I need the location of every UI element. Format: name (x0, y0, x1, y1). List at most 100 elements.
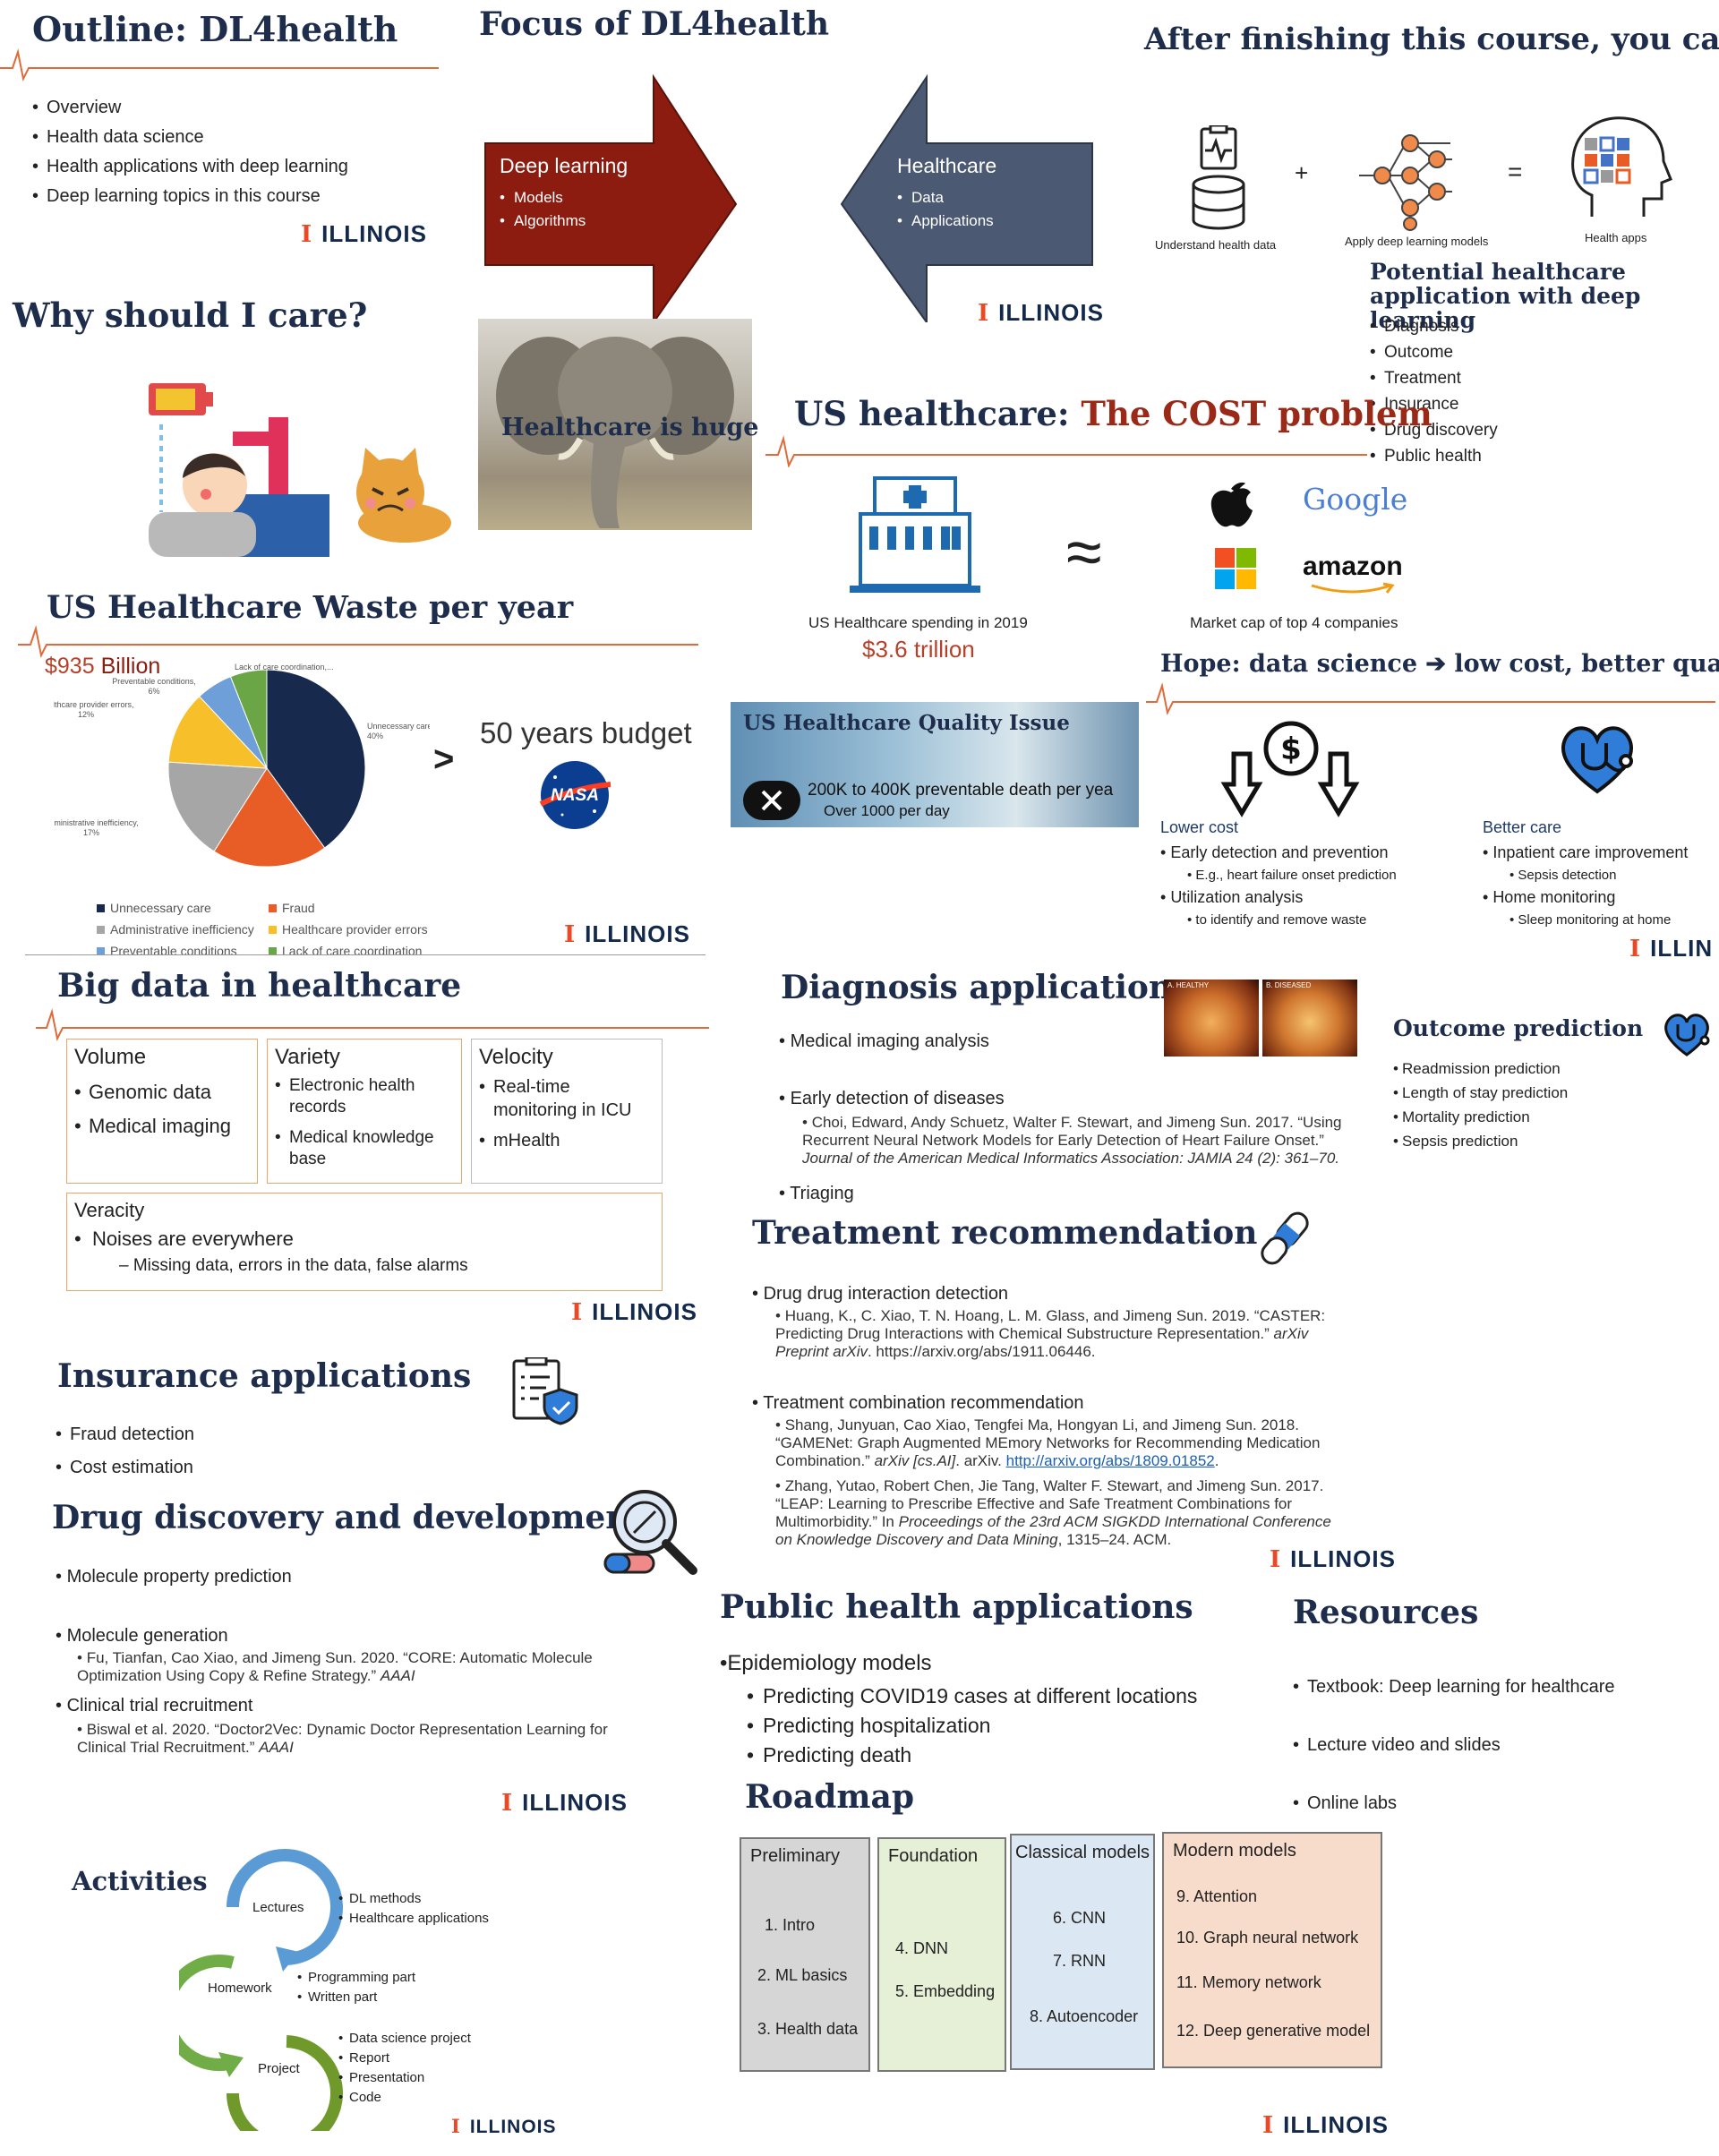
velocity-list: Real-time monitoring in ICU mHealth (479, 1075, 654, 1152)
cost-title-highlight: The COST problem (1081, 394, 1432, 433)
hope-title: Hope: data science ➔ low cost, better qu… (1160, 650, 1719, 678)
outcome-list: Readmission prediction Length of stay pr… (1393, 1057, 1568, 1153)
waste-pie-chart: Unnecessary care,40%Fraud,19%Administrat… (54, 663, 430, 868)
diagnosis-item-text: Medical imaging analysis (790, 1031, 989, 1051)
project-item: Data science project (338, 2029, 471, 2049)
roadmap-item: 4. DNN (895, 1939, 949, 1957)
legend-label: Administrative inefficiency (110, 922, 254, 937)
drug-ref-venue: AAAI (380, 1667, 415, 1684)
lectures-item: Healthcare applications (338, 1909, 489, 1929)
tired-worker-illustration (149, 383, 329, 557)
veracity-sub: – Missing data, errors in the data, fals… (119, 1256, 468, 1275)
illinois-logo: I ILLINOIS (1270, 1545, 1396, 1573)
illinois-logo: I ILLINOIS (451, 2115, 557, 2138)
variety-box: Variety Electronic health records Medica… (267, 1039, 462, 1184)
lower-cost-item-text: Early detection and prevention (1170, 843, 1389, 861)
drug-ref: • Biswal et al. 2020. “Doctor2Vec: Dynam… (77, 1721, 608, 1756)
outline-item: Health applications with deep learning (32, 152, 348, 182)
pulse-line (36, 1008, 709, 1042)
google-logo: Google (1303, 482, 1407, 517)
treatment-ref: • Zhang, Yutao, Robert Chen, Jie Tang, W… (775, 1477, 1331, 1548)
insurance-item: Cost estimation (56, 1451, 194, 1484)
illinois-mark: I (1629, 936, 1642, 962)
pie-slice (266, 669, 366, 849)
better-care-sub-text: Sleep monitoring at home (1518, 912, 1672, 928)
lectures-item: DL methods (338, 1889, 489, 1909)
pulse-line (0, 48, 439, 82)
treatment-ref: • Huang, K., C. Xiao, T. N. Hoang, L. M.… (775, 1307, 1326, 1360)
node-homework: Homework (208, 1981, 272, 1996)
legend-swatch (269, 926, 277, 934)
drug-item-text: Molecule generation (66, 1626, 228, 1646)
deep-learning-arrow (484, 73, 738, 322)
homework-item: Programming part (297, 1968, 415, 1988)
roadmap-column: Classical models 6. CNN 7. RNN 8. Autoen… (1010, 1834, 1155, 2070)
insurance-shield-icon (512, 1357, 578, 1425)
illinois-name: ILLINOIS (585, 920, 690, 947)
project-item: Code (338, 2088, 471, 2108)
apple-logo-icon (1210, 482, 1253, 527)
diagnosis-item: • Early detection of diseases (779, 1089, 1005, 1108)
illinois-name: ILLIN (1650, 935, 1714, 962)
close-icon (743, 781, 800, 820)
legend-item: Fraud (269, 897, 460, 919)
quality-slide: US Healthcare Quality Issue 200K to 400K… (731, 702, 1139, 827)
roadmap-item: 5. Embedding (895, 1982, 996, 2000)
volume-item: Genomic data (74, 1075, 250, 1109)
treatment-ref-venue: Proceedings of the 23rd ACM SIGKDD Inter… (775, 1513, 1331, 1548)
cost-down-icon: $ (1220, 721, 1360, 817)
veracity-head: Veracity (74, 1199, 145, 1221)
roadmap-item: 8. Autoencoder (1030, 2007, 1139, 2025)
roadmap-slide: Roadmap Preliminary 1. Intro 2. ML basic… (716, 1773, 1397, 2156)
illinois-logo: I ILLINOIS (571, 1298, 697, 1326)
waste-slide: US Healthcare Waste per year $935 Billio… (0, 573, 716, 958)
illinois-mark: I (301, 221, 313, 248)
pie-slice (167, 761, 268, 852)
waste-amount-value: $935 (45, 654, 101, 679)
homework-item: Written part (297, 1988, 415, 2007)
volume-head: Volume (74, 1045, 147, 1069)
drug-ref-text: Biswal et al. 2020. “Doctor2Vec: Dynamic… (77, 1721, 608, 1756)
outline-title: Outline: DL4health (32, 9, 398, 49)
illinois-mark: I (571, 1299, 584, 1326)
resources-list: Textbook: Deep learning for healthcare L… (1293, 1658, 1615, 1833)
public-list: Predicting COVID19 cases at different lo… (747, 1681, 1197, 1770)
illinois-logo: I ILLINOIS (564, 920, 690, 948)
outcome-item: Sepsis prediction (1393, 1129, 1568, 1153)
potential-item: Diagnosis (1370, 313, 1498, 339)
better-care-sub: • Sepsis detection (1509, 868, 1617, 883)
roadmap-item: 2. ML basics (757, 1966, 848, 1984)
treatment-ref-link[interactable]: http://arxiv.org/abs/1809.01852 (1005, 1452, 1215, 1469)
roadmap-column-head: Preliminary (750, 1846, 841, 1866)
diagnosis-title: Diagnosis applications (781, 969, 1191, 1006)
roadmap-item: 12. Deep generative model (1176, 2022, 1371, 2040)
legend-label: Healthcare provider errors (282, 922, 428, 937)
roadmap-item: 9. Attention (1176, 1887, 1258, 1905)
treatment-ref-text: Zhang, Yutao, Robert Chen, Jie Tang, Wal… (775, 1477, 1324, 1530)
caption-dl-models: Apply deep learning models (1345, 235, 1489, 248)
drug-search-icon (603, 1490, 697, 1575)
potential-list: Diagnosis Outcome Treatment Insurance Dr… (1370, 313, 1498, 469)
dollar-glyph: $ (1280, 732, 1302, 767)
legend-swatch (97, 904, 105, 912)
volume-item: Medical imaging (74, 1109, 250, 1143)
treatment-ref: • Shang, Junyuan, Cao Xiao, Tengfei Ma, … (775, 1416, 1321, 1469)
healthcare-item: Data (897, 186, 994, 210)
approx-symbol: ≈ (1066, 517, 1102, 588)
potential-item: Public health (1370, 443, 1498, 469)
veracity-item: • Noises are everywhere (74, 1228, 294, 1250)
project-item: Report (338, 2049, 471, 2068)
deep-learning-item: Models (500, 186, 586, 210)
legend-swatch (269, 947, 277, 955)
after-slide: After finishing this course, you can + =… (1137, 0, 1719, 475)
roadmap-column: Foundation 4. DNN 5. Embedding (877, 1837, 1006, 2072)
lower-cost-item: • Early detection and prevention (1160, 843, 1389, 861)
drug-item-text: Molecule property prediction (66, 1567, 292, 1587)
volume-box: Volume Genomic data Medical imaging (66, 1039, 258, 1184)
legend-label: Lack of care coordination (282, 944, 423, 958)
velocity-box: Velocity Real-time monitoring in ICU mHe… (471, 1039, 663, 1184)
roadmap-item: 10. Graph neural network (1176, 1929, 1359, 1946)
neural-network-icon (1359, 134, 1452, 231)
lower-cost-sub: • E.g., heart failure onset prediction (1187, 868, 1397, 883)
amazon-logo: amazon (1303, 552, 1403, 581)
